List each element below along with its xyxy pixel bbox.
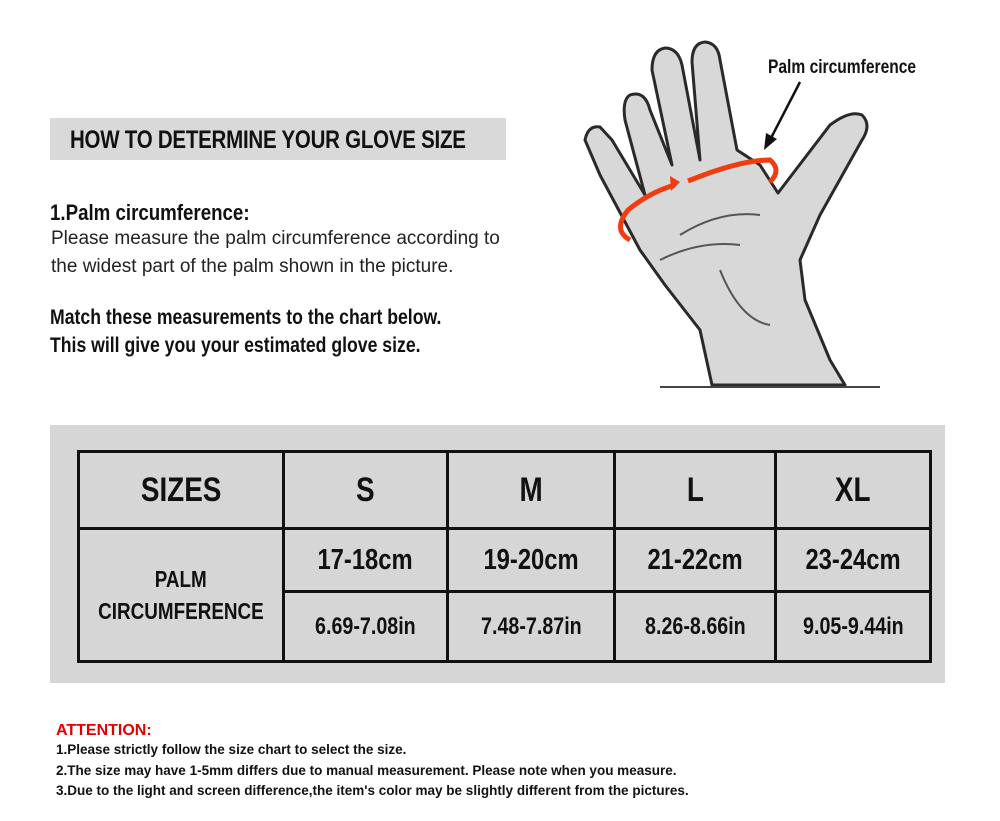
- cell-l-cm: 21-22cm: [612, 527, 777, 593]
- page-title: HOW TO DETERMINE YOUR GLOVE SIZE: [70, 126, 466, 154]
- label-pointer-arrow: [768, 81, 802, 141]
- cell-xl-in: 9.05-9.44in: [773, 590, 932, 663]
- palm-section-title: 1.Palm circumference:: [50, 200, 250, 225]
- header-cell-l: L: [612, 450, 777, 530]
- match-instruction-line-1: Match these measurements to the chart be…: [50, 306, 442, 329]
- header-cell-s: S: [281, 450, 449, 530]
- row-label-palm-circumference: PALM CIRCUMFERENCE: [77, 527, 285, 663]
- palm-lines: [659, 213, 771, 326]
- match-instruction-line-2: This will give you your estimated glove …: [50, 334, 421, 357]
- header-bar: HOW TO DETERMINE YOUR GLOVE SIZE: [50, 118, 506, 160]
- cell-m-cm: 19-20cm: [445, 527, 616, 593]
- measurement-arrowhead: [670, 176, 680, 191]
- cell-m-in: 7.48-7.87in: [445, 590, 616, 663]
- palm-circumference-label: Palm circumference: [768, 57, 917, 78]
- palm-description-line-1: Please measure the palm circumference ac…: [51, 228, 500, 249]
- attention-title: ATTENTION:: [56, 722, 152, 739]
- attention-note-1: 1.Please strictly follow the size chart …: [56, 742, 407, 757]
- table-row-cm: PALM CIRCUMFERENCE 17-18cm 19-20cm 21-22…: [77, 527, 932, 663]
- hand-outline: [583, 40, 869, 387]
- size-chart-table: SIZES S M L XL PALM CIRCUMFERENCE 17-18c…: [77, 450, 932, 663]
- header-cell-xl: XL: [773, 450, 932, 530]
- cell-s-cm: 17-18cm: [281, 527, 449, 593]
- cell-l-in: 8.26-8.66in: [612, 590, 777, 663]
- attention-note-3: 3.Due to the light and screen difference…: [56, 783, 689, 798]
- measurement-loop: [618, 157, 779, 243]
- hand-palm-illustration-icon: [583, 40, 880, 388]
- table-header-row: SIZES S M L XL: [77, 450, 932, 530]
- cell-xl-cm: 23-24cm: [773, 527, 932, 593]
- table-row-inches: 6.69-7.08in 7.48-7.87in 8.26-8.66in 9.05…: [79, 590, 932, 663]
- header-cell-sizes: SIZES: [77, 450, 285, 530]
- cell-s-in: 6.69-7.08in: [281, 590, 449, 663]
- header-cell-m: M: [445, 450, 616, 530]
- attention-note-2: 2.The size may have 1-5mm differs due to…: [56, 763, 677, 778]
- label-pointer-arrowhead: [764, 133, 777, 150]
- palm-description-line-2: the widest part of the palm shown in the…: [51, 256, 454, 277]
